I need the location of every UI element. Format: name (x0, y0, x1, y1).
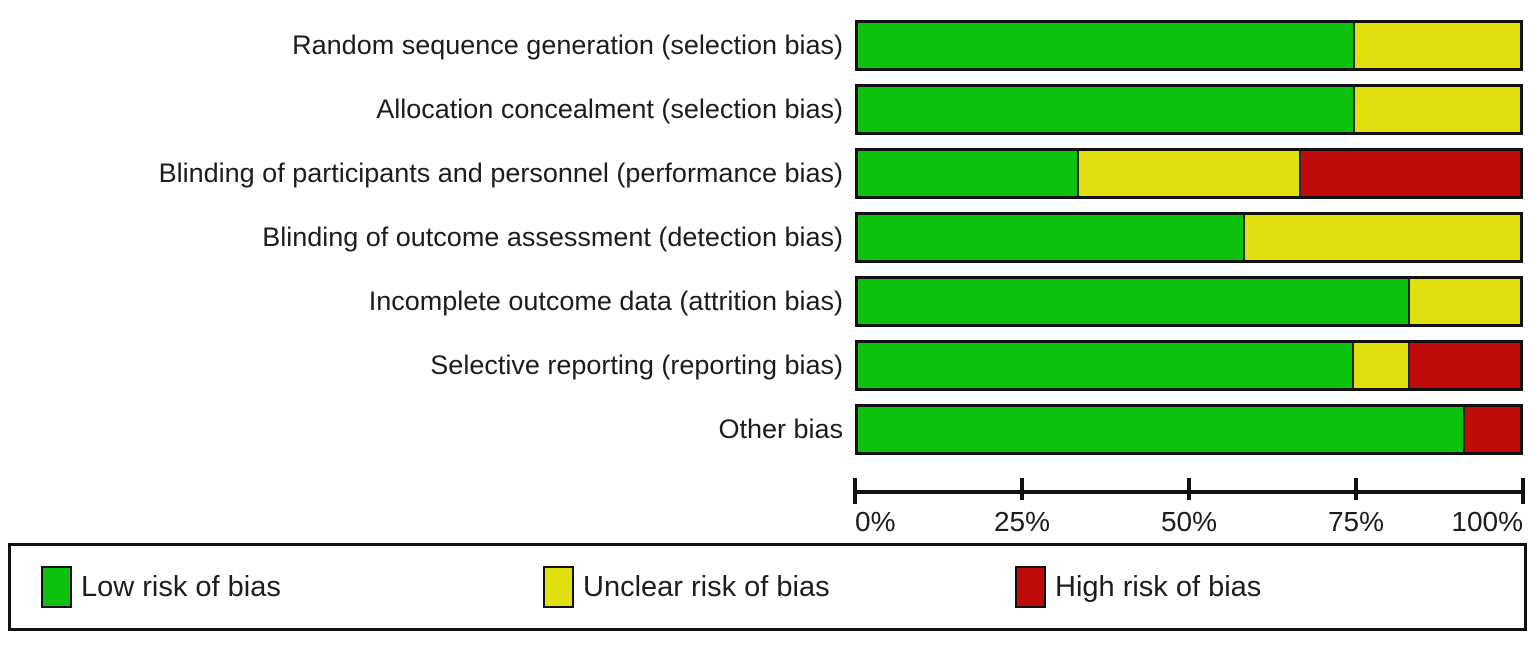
segment-unclear-risk (1407, 279, 1520, 324)
axis-tick-label: 50% (1160, 506, 1218, 537)
segment-low-risk (858, 151, 1078, 196)
stacked-bar (855, 404, 1523, 455)
axis-tick-label: 0% (855, 506, 896, 537)
stacked-bar (855, 212, 1523, 263)
segment-low-risk (858, 407, 1464, 452)
segment-unclear-risk (1242, 215, 1520, 260)
segment-low-risk (858, 87, 1353, 132)
unclear-risk-swatch (543, 566, 574, 608)
legend-label: High risk of bias (1055, 570, 1262, 603)
chart-row: Other bias (0, 404, 1535, 455)
segment-unclear-risk (1351, 343, 1409, 388)
legend-label: Low risk of bias (81, 570, 281, 603)
category-label: Allocation concealment (selection bias) (376, 93, 843, 124)
segment-unclear-risk (1077, 151, 1299, 196)
chart-row: Allocation concealment (selection bias) (0, 84, 1535, 135)
axis-tick (853, 478, 857, 504)
chart-row: Selective reporting (reporting bias) (0, 340, 1535, 391)
axis-tick-label: 100% (1451, 506, 1523, 537)
segment-high-risk (1463, 407, 1520, 452)
x-axis: 0% 25% 50% 75% 100% (853, 478, 1525, 538)
stacked-bar (855, 276, 1523, 327)
category-label: Selective reporting (reporting bias) (430, 349, 843, 380)
segment-high-risk (1298, 151, 1520, 196)
legend-item: High risk of bias (1015, 546, 1261, 628)
axis-tick (1521, 478, 1525, 504)
stacked-bar (855, 20, 1523, 71)
chart-row: Incomplete outcome data (attrition bias) (0, 276, 1535, 327)
axis-tick-label: 25% (993, 506, 1051, 537)
chart-rows: Random sequence generation (selection bi… (0, 20, 1535, 468)
legend-item: Low risk of bias (41, 546, 281, 628)
segment-low-risk (858, 343, 1352, 388)
stacked-bar (855, 84, 1523, 135)
axis-tick (1354, 478, 1358, 500)
axis-tick-label: 75% (1327, 506, 1385, 537)
segment-unclear-risk (1353, 87, 1520, 132)
category-label: Blinding of outcome assessment (detectio… (262, 221, 843, 252)
stacked-bar (855, 148, 1523, 199)
chart-row: Blinding of participants and personnel (… (0, 148, 1535, 199)
category-label: Other bias (718, 413, 843, 444)
chart-row: Blinding of outcome assessment (detectio… (0, 212, 1535, 263)
segment-unclear-risk (1353, 23, 1520, 68)
low-risk-swatch (41, 566, 72, 608)
segment-low-risk (858, 23, 1353, 68)
stacked-bar (855, 340, 1523, 391)
segment-low-risk (858, 215, 1243, 260)
chart-row: Random sequence generation (selection bi… (0, 20, 1535, 71)
segment-low-risk (858, 279, 1408, 324)
legend-item: Unclear risk of bias (543, 546, 830, 628)
category-label: Random sequence generation (selection bi… (292, 29, 843, 60)
axis-tick (1187, 478, 1191, 500)
segment-high-risk (1408, 343, 1520, 388)
legend-label: Unclear risk of bias (583, 570, 830, 603)
category-label: Incomplete outcome data (attrition bias) (368, 285, 843, 316)
category-label: Blinding of participants and personnel (… (158, 157, 843, 188)
legend: Low risk of bias Unclear risk of bias High… (8, 543, 1527, 631)
high-risk-swatch (1015, 566, 1046, 608)
axis-tick (1020, 478, 1024, 500)
